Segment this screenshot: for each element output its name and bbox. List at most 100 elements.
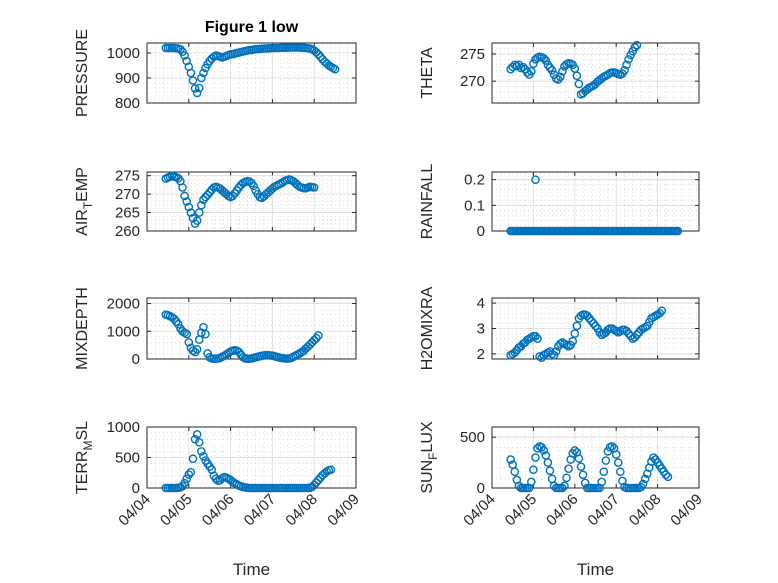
data-point xyxy=(249,181,258,191)
axes-h2omixra: 2 3 4 H2OMIXRA xyxy=(419,286,700,370)
y-tick-label: 260 xyxy=(115,223,140,240)
data-point xyxy=(197,447,206,456)
y-tick-label: 270 xyxy=(115,186,140,203)
y-axis-label: SUNFLUX xyxy=(419,421,440,494)
data-point xyxy=(545,466,555,476)
data-point xyxy=(582,311,592,321)
y-tick-label: 800 xyxy=(115,95,140,112)
y-axis-label: THETA xyxy=(419,47,436,99)
data-point xyxy=(199,195,208,204)
x-axis-label: Time xyxy=(233,560,270,579)
y-tick-label: 275 xyxy=(115,168,140,185)
data-point xyxy=(186,467,196,477)
x-tick-label: 04/05 xyxy=(157,491,196,530)
data-point xyxy=(314,49,323,59)
data-point xyxy=(640,474,650,484)
data-point xyxy=(630,43,640,52)
y-tick-label: 900 xyxy=(115,70,140,87)
x-tick-label: 04/05 xyxy=(502,491,541,530)
data-point xyxy=(522,68,532,77)
y-tick-label: 265 xyxy=(115,205,140,222)
data-point xyxy=(570,329,580,338)
data-point xyxy=(560,481,569,491)
data-point xyxy=(572,321,582,331)
x-tick-label: 04/08 xyxy=(626,491,665,530)
data-point xyxy=(184,338,194,347)
data-point xyxy=(182,56,192,66)
data-point xyxy=(589,319,598,328)
data-point xyxy=(622,326,631,336)
data-point xyxy=(188,213,198,223)
y-axis-label: PRESSURE xyxy=(74,29,91,117)
data-point xyxy=(510,467,520,477)
x-tick-label: 04/06 xyxy=(199,491,238,530)
data-point xyxy=(180,478,189,488)
data-point xyxy=(541,56,551,65)
data-point xyxy=(547,65,557,75)
data-point xyxy=(311,478,321,487)
axes-pressure: 800 900 1000 PRESSURE Figure 1 low xyxy=(74,19,357,117)
y-axis-label: H2OMIXRA xyxy=(419,286,436,370)
data-point xyxy=(655,308,664,318)
data-point xyxy=(626,331,635,341)
data-point xyxy=(543,458,553,467)
data-point xyxy=(531,331,540,341)
data-point xyxy=(178,183,187,192)
data-point xyxy=(576,462,586,471)
data-point xyxy=(211,474,221,484)
data-point xyxy=(533,334,542,343)
data-point xyxy=(580,478,590,488)
data-point xyxy=(570,446,580,455)
data-point xyxy=(638,479,648,489)
data-point xyxy=(657,306,667,316)
data-point xyxy=(539,446,549,455)
y-tick-label: 0.2 xyxy=(464,172,485,189)
data-point xyxy=(647,457,656,466)
data-point xyxy=(587,316,596,326)
data-point xyxy=(531,175,540,184)
data-point xyxy=(518,62,528,72)
data-point xyxy=(326,465,336,475)
data-point xyxy=(192,88,202,98)
data-point xyxy=(558,67,567,76)
data-point xyxy=(309,335,319,345)
data-point xyxy=(180,51,189,60)
data-point xyxy=(539,53,549,63)
data-point xyxy=(192,430,202,439)
data-point xyxy=(599,467,609,477)
axes-frame xyxy=(491,42,700,104)
data-point xyxy=(180,191,189,201)
y-axis-label: AIRTEMP xyxy=(74,167,95,236)
y-tick-label: 0 xyxy=(477,480,485,497)
axes-frame xyxy=(146,171,357,232)
data-point xyxy=(201,192,210,202)
data-point xyxy=(188,346,198,355)
data-point xyxy=(632,330,642,340)
data-point xyxy=(228,191,237,201)
y-axis-label: TERRMSL xyxy=(74,421,95,494)
data-point xyxy=(182,329,192,339)
data-point xyxy=(194,208,204,217)
data-point xyxy=(564,464,573,473)
y-tick-label: 4 xyxy=(477,295,485,312)
y-tick-label: 0 xyxy=(477,223,485,240)
data-point xyxy=(184,202,194,212)
y-tick-label: 1000 xyxy=(107,323,140,340)
data-point xyxy=(607,442,617,451)
x-tick-label: 04/09 xyxy=(667,491,706,530)
data-point xyxy=(309,480,319,490)
data-point xyxy=(673,226,683,236)
data-point xyxy=(186,208,196,217)
y-tick-label: 1000 xyxy=(107,419,140,436)
data-point xyxy=(194,83,204,93)
data-point xyxy=(188,76,198,85)
data-point xyxy=(551,347,561,356)
y-axis-label: RAINFALL xyxy=(419,164,436,240)
data-point xyxy=(203,190,212,200)
data-point xyxy=(663,472,673,482)
plot-area xyxy=(491,426,700,489)
data-point xyxy=(314,475,323,485)
